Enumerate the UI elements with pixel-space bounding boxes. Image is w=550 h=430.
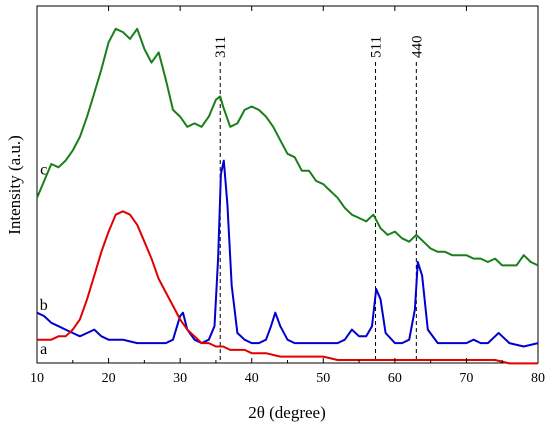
x-tick-label-20: 20 bbox=[102, 371, 116, 386]
x-axis-title: 2θ (degree) bbox=[248, 403, 326, 422]
series-line-b bbox=[36, 159, 539, 348]
series-line-a bbox=[37, 210, 538, 365]
peak-label-311: 311 bbox=[213, 36, 229, 58]
x-tick-label-80: 80 bbox=[531, 371, 545, 386]
x-tick-label-10: 10 bbox=[30, 371, 44, 386]
series-layer bbox=[36, 27, 539, 365]
peak-label-511: 511 bbox=[369, 36, 385, 58]
x-tick-label-70: 70 bbox=[459, 371, 473, 386]
y-axis-title: Intensity (a.u.) bbox=[5, 135, 24, 235]
series-line-c bbox=[36, 27, 539, 267]
peak-label-440: 440 bbox=[409, 36, 425, 59]
x-tick-label-30: 30 bbox=[173, 371, 187, 386]
reference-lines: 311 511 440 bbox=[213, 36, 425, 363]
x-tick-label-60: 60 bbox=[388, 371, 402, 386]
curve-label-c: c bbox=[40, 162, 47, 179]
x-tick-label-50: 50 bbox=[316, 371, 330, 386]
plot-frame bbox=[36, 5, 539, 364]
curve-label-a: a bbox=[40, 341, 47, 358]
annotations: c b a bbox=[40, 162, 48, 358]
x-ticks: 10 20 30 40 50 60 70 80 bbox=[30, 6, 545, 386]
x-tick-label-40: 40 bbox=[245, 371, 259, 386]
curve-label-b: b bbox=[40, 297, 48, 314]
